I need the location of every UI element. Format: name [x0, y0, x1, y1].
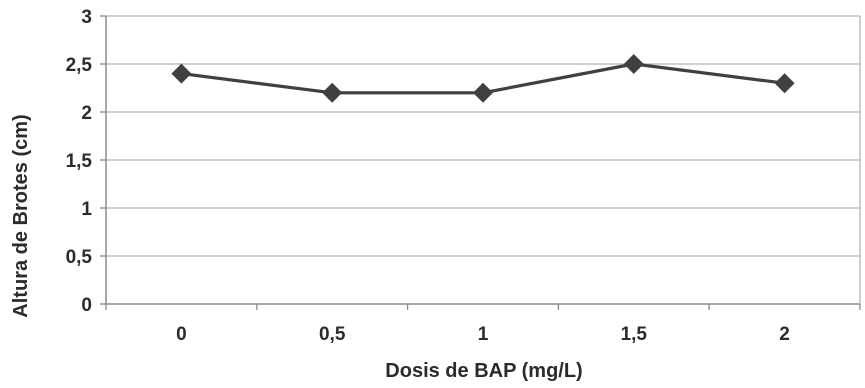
x-tick-label: 1,5: [621, 324, 648, 345]
y-tick-label: 0: [81, 295, 92, 316]
y-tick-label: 2: [81, 103, 92, 124]
y-tick-label: 2,5: [66, 55, 93, 76]
data-point-marker: [623, 54, 644, 74]
x-tick-labels: 0 0,5 1 1,5 2: [176, 324, 790, 345]
data-point-marker: [473, 82, 493, 103]
data-point-marker: [171, 63, 192, 84]
gridlines: [106, 15, 860, 257]
x-tick-label: 0: [176, 324, 187, 345]
y-tick-label: 1: [81, 199, 92, 220]
y-tick-label: 3: [81, 7, 92, 28]
x-axis-title: Dosis de BAP (mg/L): [385, 360, 582, 382]
data-point-marker: [774, 73, 795, 94]
axes: [100, 15, 861, 310]
x-tick-label: 1: [478, 324, 489, 345]
y-tick-label: 0,5: [66, 247, 93, 268]
y-tick-labels: 0 0,5 1 1,5 2 2,5 3: [66, 7, 93, 316]
data-point-marker: [322, 82, 343, 103]
x-tick-label: 0,5: [319, 324, 346, 345]
y-axis-title: Altura de Brotes (cm): [10, 114, 32, 317]
data-points: [171, 54, 795, 103]
y-tick-label: 1,5: [66, 151, 93, 172]
x-tick-label: 2: [779, 324, 790, 345]
